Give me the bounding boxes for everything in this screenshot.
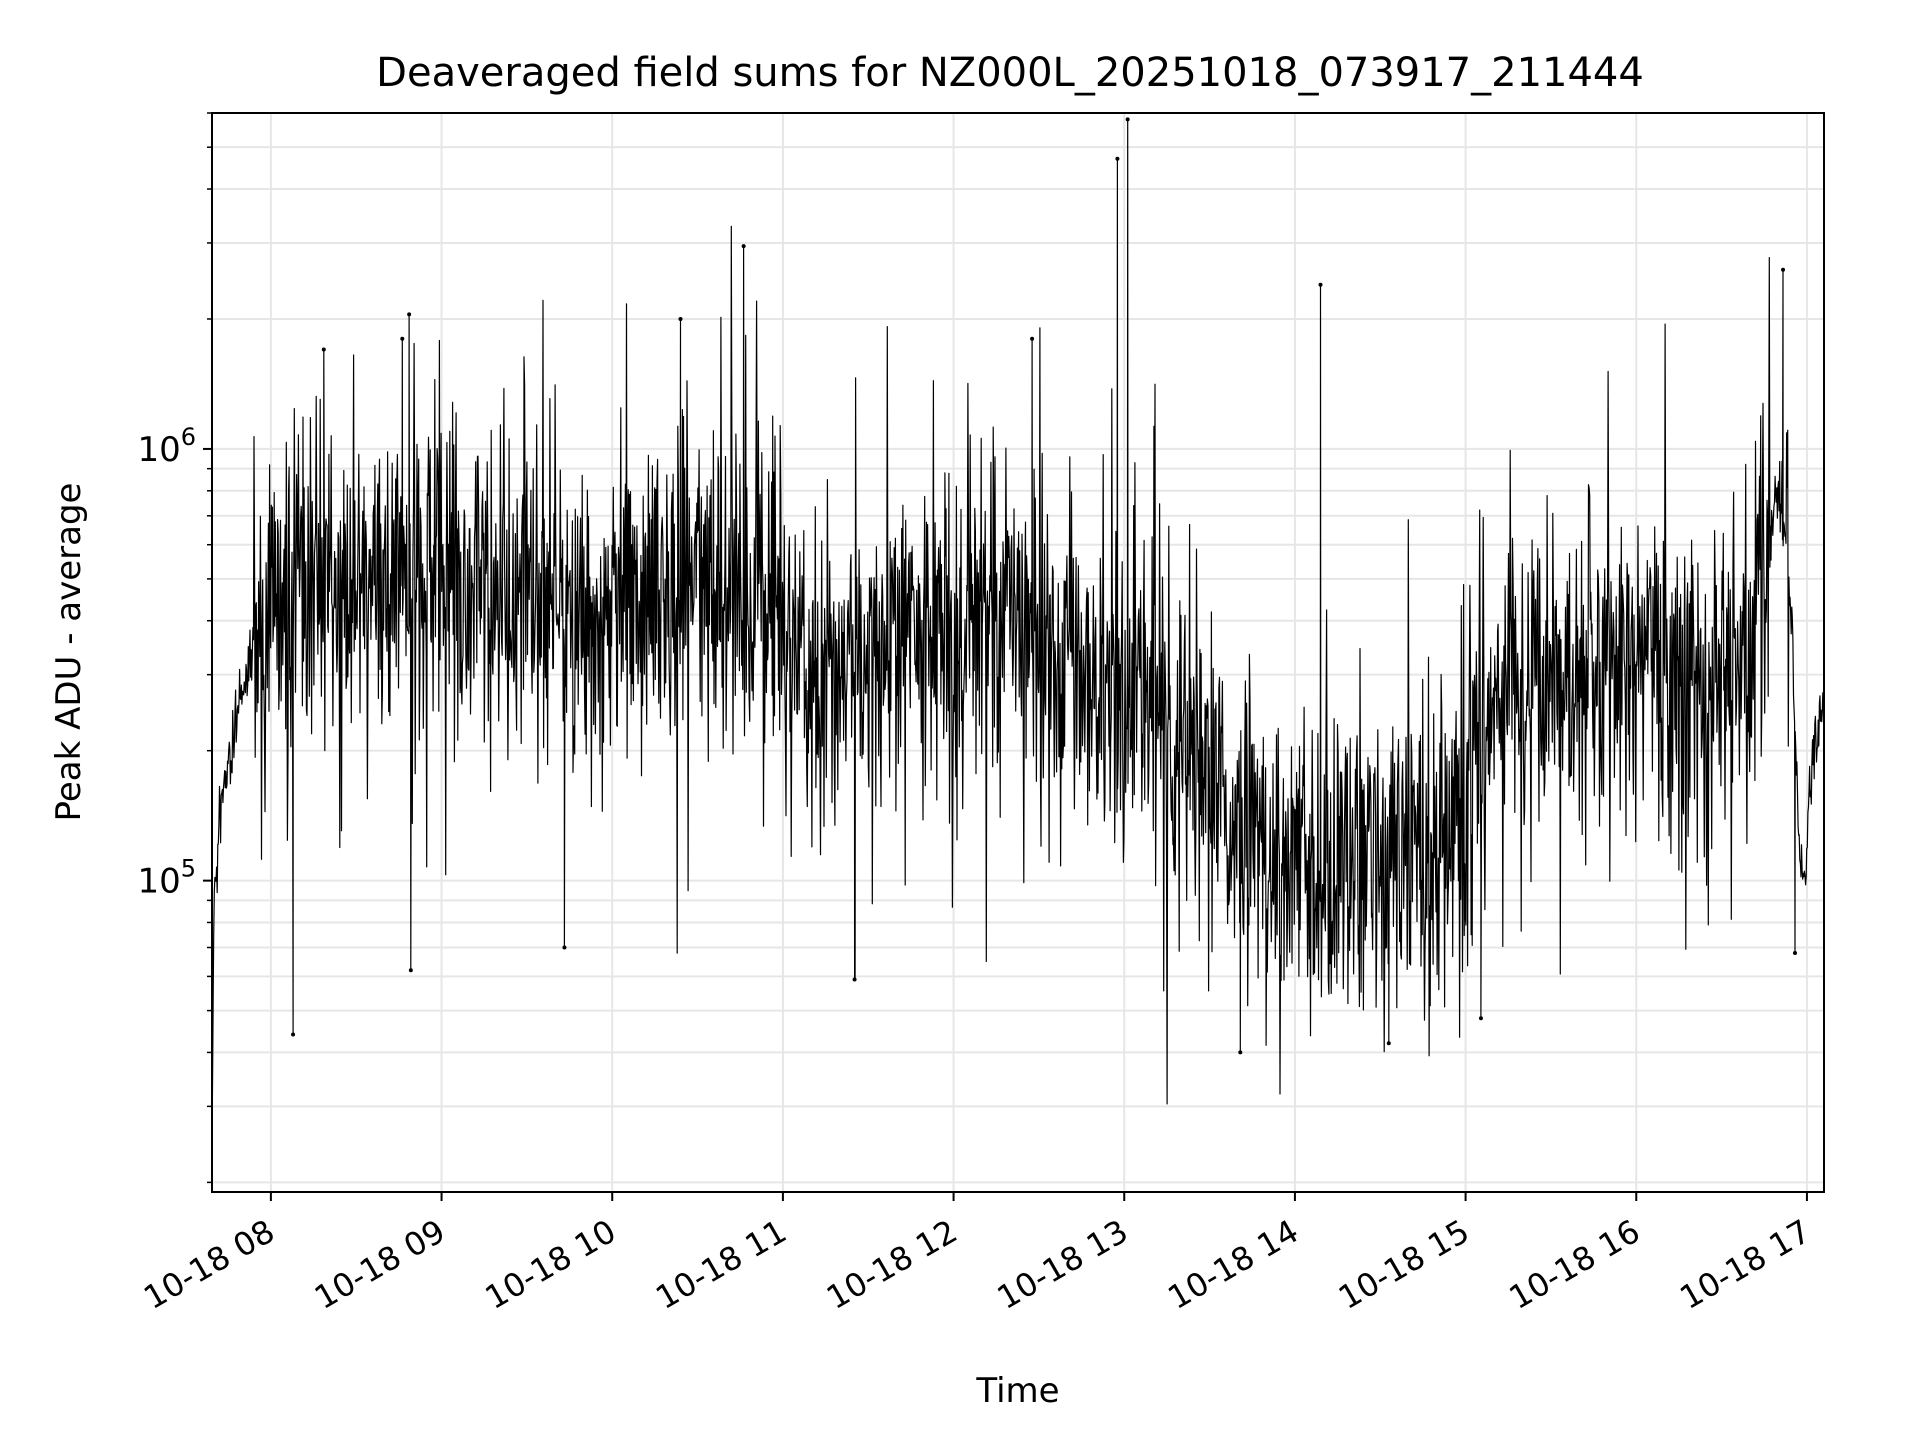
spike-point bbox=[678, 316, 683, 321]
spike-point bbox=[1238, 1050, 1243, 1055]
chart-title: Deaveraged field sums for NZ000L_2025101… bbox=[376, 50, 1644, 96]
data-layer bbox=[211, 117, 1825, 1149]
series-line-peak-adu bbox=[211, 118, 1825, 1149]
spike-point bbox=[408, 968, 413, 973]
spike-point bbox=[407, 312, 412, 317]
spike-point bbox=[852, 977, 857, 982]
plot-frame bbox=[211, 112, 1825, 1193]
spike-point bbox=[1478, 1016, 1483, 1021]
spike-point bbox=[1115, 156, 1120, 161]
spike-point bbox=[1030, 336, 1035, 341]
spike-point bbox=[321, 347, 326, 352]
spike-point bbox=[1318, 282, 1323, 287]
spike-point bbox=[741, 244, 746, 249]
spike-point bbox=[1781, 267, 1786, 272]
spike-point bbox=[291, 1032, 296, 1037]
spike-point bbox=[400, 336, 405, 341]
y-axis-label: Peak ADU - average bbox=[49, 483, 89, 822]
spike-point bbox=[562, 945, 567, 950]
spike-point bbox=[1125, 117, 1130, 122]
x-axis-label: Time bbox=[975, 1371, 1059, 1411]
spike-point bbox=[1386, 1041, 1391, 1046]
spike-point bbox=[1792, 950, 1797, 955]
